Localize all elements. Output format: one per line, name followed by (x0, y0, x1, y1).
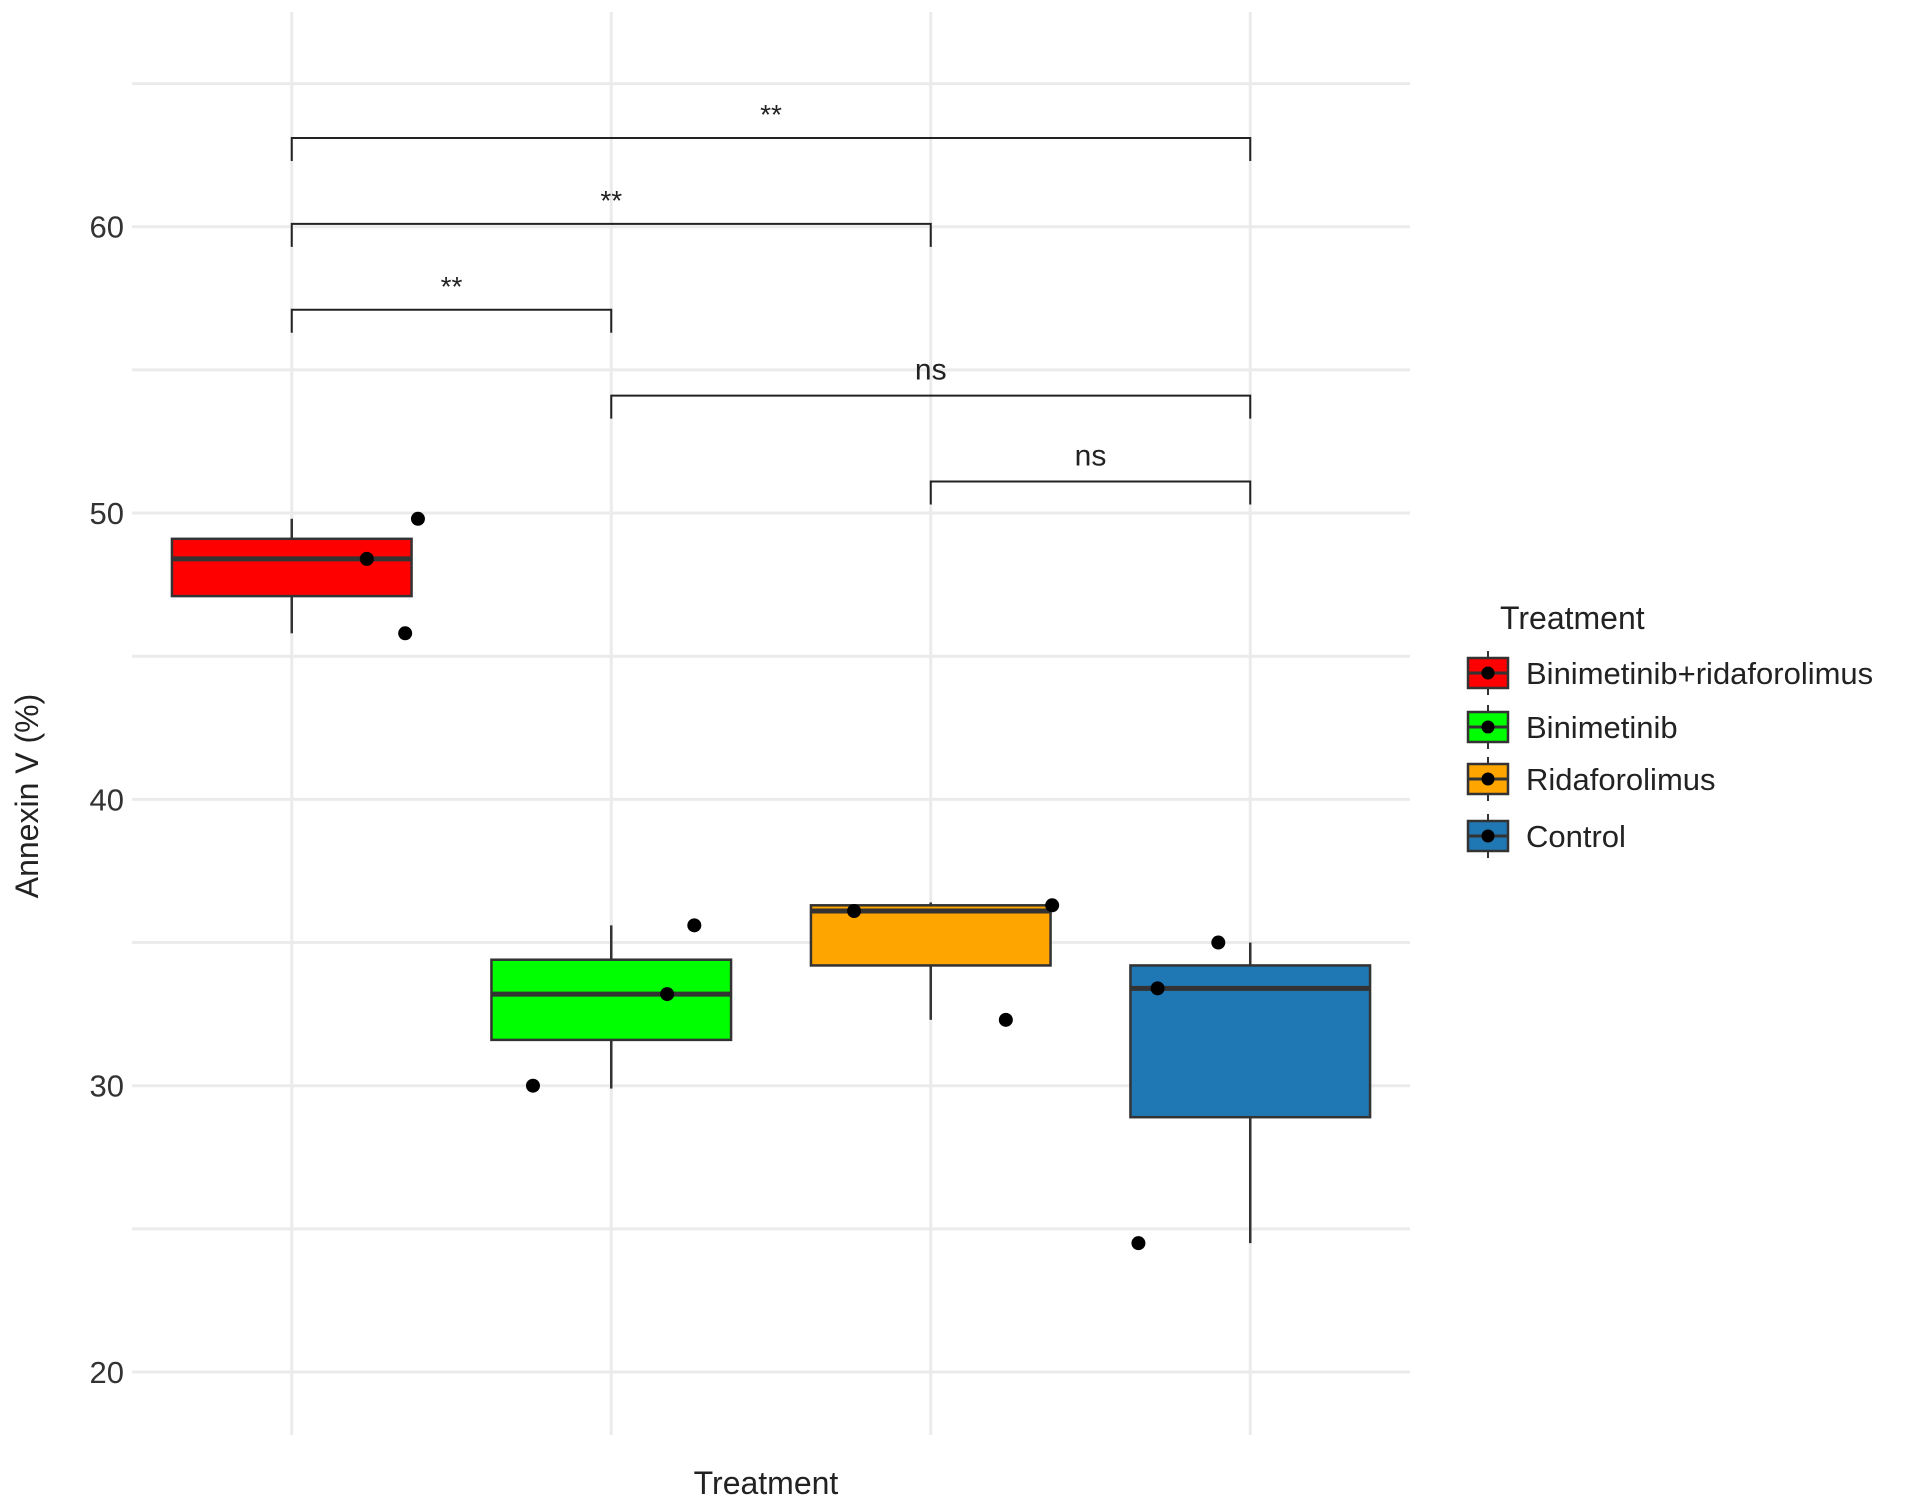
box-1 (490, 958, 733, 1042)
legend-title: Treatment (1500, 600, 1645, 636)
significance-bracket (290, 136, 1252, 161)
annotation-layer: ** ** ** ns ns (290, 99, 1252, 505)
legend-label: Binimetinib (1526, 710, 1678, 745)
data-point (525, 1078, 540, 1093)
y-tick-label: 50 (90, 496, 124, 531)
significance-label: ** (600, 185, 622, 216)
data-point (1045, 898, 1060, 913)
legend-key-point (1481, 772, 1495, 786)
legend-label: Ridaforolimus (1526, 762, 1716, 797)
box-layer (170, 518, 1372, 1244)
y-axis-title: Annexin V (%) (9, 694, 45, 899)
data-point (1150, 981, 1165, 996)
y-tick-label: 20 (90, 1355, 124, 1390)
legend-label: Control (1526, 819, 1626, 854)
significance-bracket (290, 308, 613, 333)
legend-key-point (1481, 666, 1495, 680)
significance-label: ns (1075, 440, 1107, 473)
data-point (687, 918, 702, 933)
significance-label: ** (760, 99, 782, 130)
legend-label: Binimetinib+ridaforolimus (1526, 656, 1873, 691)
significance-bracket (290, 222, 932, 247)
data-point (359, 551, 374, 566)
data-point (398, 626, 413, 641)
data-point (1211, 935, 1226, 950)
grid-layer (132, 12, 1410, 1435)
data-point (1131, 1236, 1146, 1251)
data-point (847, 904, 862, 919)
significance-bracket (929, 480, 1252, 505)
data-point (660, 987, 675, 1002)
y-tick-label: 40 (90, 782, 124, 817)
legend-key-point (1481, 720, 1495, 734)
legend: Treatment Binimetinib+ridaforolimus Binim… (1466, 600, 1873, 858)
box-0 (170, 537, 413, 598)
data-point (998, 1012, 1013, 1027)
point-layer (359, 511, 1226, 1251)
x-axis-title: Treatment (694, 1465, 839, 1501)
y-tick-label: 60 (90, 210, 124, 245)
significance-label: ** (441, 271, 463, 302)
significance-label: ns (915, 354, 947, 387)
data-point (410, 511, 425, 526)
significance-bracket (610, 394, 1252, 419)
axis-layer: Treatment Annexin V (%) 20 30 40 50 60 (9, 210, 838, 1501)
legend-key-point (1481, 829, 1495, 843)
box-2 (809, 904, 1052, 967)
y-tick-label: 30 (90, 1069, 124, 1104)
